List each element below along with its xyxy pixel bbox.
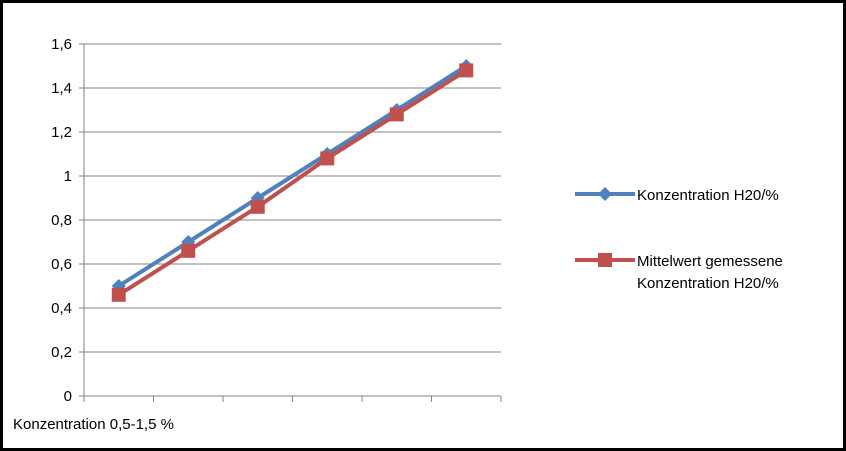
data-point-square xyxy=(111,287,126,302)
legend-label: Konzentration H20/% xyxy=(637,275,779,292)
y-tick-label: 1,4 xyxy=(51,80,72,97)
data-point-square xyxy=(459,63,474,78)
y-tick-label: 0,8 xyxy=(51,212,72,229)
y-tick-label: 0,2 xyxy=(51,344,72,361)
data-point-diamond xyxy=(598,187,612,201)
series-line xyxy=(117,64,468,288)
y-tick-label: 0,6 xyxy=(51,256,72,273)
x-axis-label: Konzentration 0,5-1,5 % xyxy=(13,416,174,433)
chart-area: 0 0,2 0,4 0,6 0,8 1 1,2 1,4 1,6 Konzentration 0,… xyxy=(3,3,843,448)
y-tick-label: 0,4 xyxy=(51,300,72,317)
data-point-square xyxy=(598,253,612,267)
y-tick-label: 1,6 xyxy=(51,36,72,53)
legend-item: Mittelwert gemessene Konzentration H20/% xyxy=(575,253,783,292)
series-line xyxy=(117,68,468,297)
legend-item: Konzentration H20/% xyxy=(575,187,779,204)
legend: Konzentration H20/% Mittelwert gemessene K… xyxy=(575,187,783,292)
y-tick-label: 1 xyxy=(64,168,72,185)
axes xyxy=(79,43,502,402)
legend-label: Mittelwert gemessene xyxy=(637,253,783,270)
y-tick-label: 1,2 xyxy=(51,124,72,141)
data-point-square xyxy=(181,243,196,258)
series-lines xyxy=(111,59,474,302)
data-point-square xyxy=(250,199,265,214)
line-chart: 0 0,2 0,4 0,6 0,8 1 1,2 1,4 1,6 Konzentration 0,… xyxy=(13,36,783,433)
data-point-square xyxy=(320,151,335,166)
legend-label: Konzentration H20/% xyxy=(637,187,779,204)
series-2 xyxy=(111,63,474,302)
y-tick-label: 0 xyxy=(64,388,72,405)
y-axis-tick-labels: 0 0,2 0,4 0,6 0,8 1 1,2 1,4 1,6 xyxy=(51,36,72,405)
data-point-square xyxy=(389,107,404,122)
